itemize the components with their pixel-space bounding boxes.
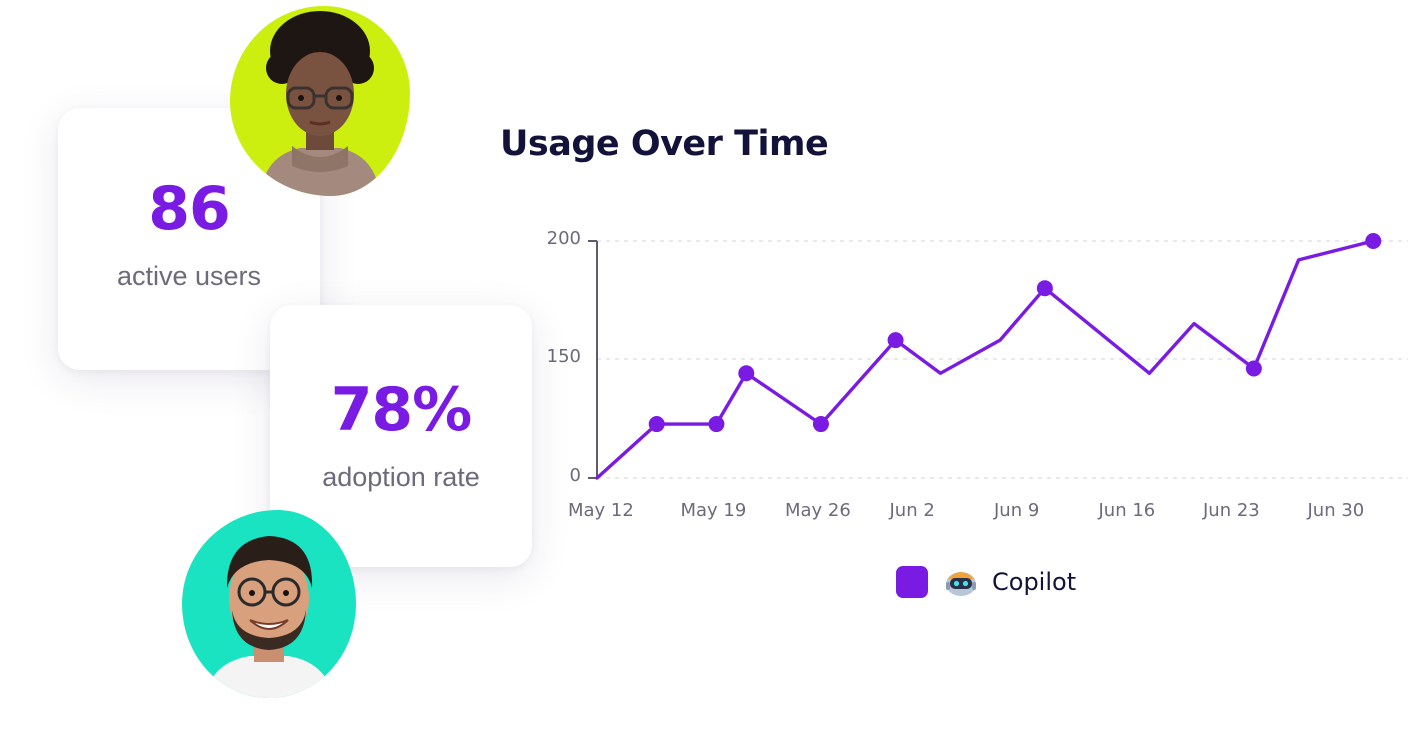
data-point: [812, 416, 829, 433]
active-users-label: active users: [116, 260, 262, 291]
x-tick-label: Jun 30: [1307, 500, 1365, 521]
avatar-man: [182, 510, 356, 698]
x-tick-label: Jun 9: [993, 500, 1039, 521]
x-tick-label: May 19: [681, 500, 747, 521]
chart-title: Usage Over Time: [500, 124, 829, 164]
series-line-copilot: [595, 239, 1375, 480]
x-tick-label: Jun 16: [1098, 500, 1156, 521]
chart-grid: [597, 240, 1408, 479]
data-point: [1245, 360, 1262, 377]
chart-axis: [588, 240, 598, 479]
data-point: [1365, 233, 1382, 249]
data-point: [738, 365, 755, 382]
legend-swatch: [896, 566, 928, 598]
copilot-icon: [946, 572, 976, 596]
data-point: [887, 332, 904, 349]
data-point: [1036, 280, 1053, 297]
avatar-woman: [230, 6, 410, 196]
x-tick-label: May 12: [568, 500, 634, 521]
data-point: [648, 416, 665, 433]
data-point: [708, 416, 725, 433]
x-tick-label: May 26: [785, 500, 851, 521]
man-portrait-image: [204, 536, 334, 698]
legend-label: Copilot: [992, 568, 1077, 596]
chart-legend: Copilot: [896, 563, 1076, 601]
y-axis-ticks: 0 150 200: [547, 228, 581, 486]
y-tick-label: 150: [547, 346, 581, 367]
series-copilot: [595, 233, 1382, 480]
adoption-rate-value: 78%: [330, 374, 473, 445]
x-tick-label: Jun 23: [1202, 500, 1260, 521]
x-axis-ticks: May 12 May 19 May 26 Jun 2 Jun 9 Jun 16 Jun 23…: [568, 500, 1364, 521]
adoption-rate-label: adoption rate: [322, 461, 480, 492]
x-tick-label: Jun 2: [889, 500, 935, 521]
active-users-value: 86: [148, 173, 230, 244]
woman-portrait-image: [260, 11, 380, 196]
y-tick-label: 200: [547, 228, 581, 249]
y-tick-label: 0: [570, 465, 581, 486]
